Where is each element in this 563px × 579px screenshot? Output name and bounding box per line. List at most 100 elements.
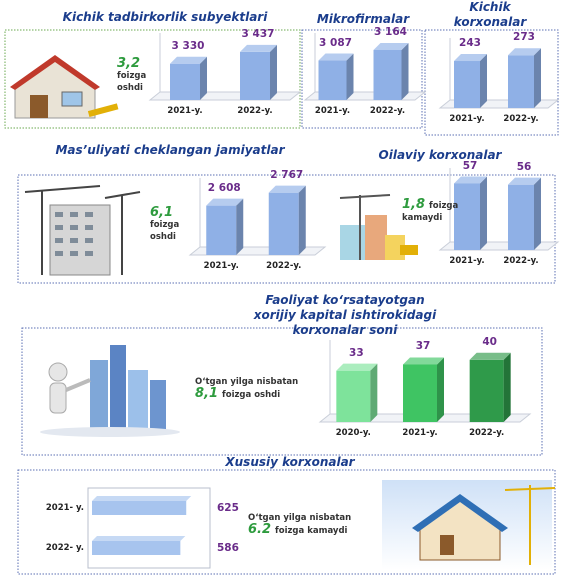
change-note: foizga kamaydi (275, 526, 348, 536)
value-label: 3 330 (171, 39, 205, 52)
value-label: 3 087 (319, 36, 352, 49)
blueprint-illustration (382, 480, 556, 570)
bar (268, 185, 306, 255)
change-note: foizga oshdi (222, 390, 281, 400)
category-label: 2022-y. (237, 106, 273, 116)
value-label: 2 608 (207, 181, 241, 194)
chart-title: Kichik tadbirkorlik subyektlari (62, 10, 268, 24)
value-label: 586 (217, 542, 239, 554)
category-label: 2022-y. (266, 261, 302, 271)
bar (336, 363, 378, 422)
bar-top (454, 54, 487, 62)
bar-front (318, 60, 347, 100)
panel-frame (424, 29, 559, 136)
bar-top (268, 185, 306, 193)
bar-front (508, 55, 534, 108)
value-label: 2 767 (270, 168, 304, 181)
panel-frame (17, 469, 556, 575)
change-note: foizga oshdi (150, 220, 180, 242)
category-label: 2021-y. (203, 261, 239, 271)
bar-top (92, 496, 192, 501)
value-label: 33 (349, 346, 364, 359)
bar-side (346, 53, 354, 100)
bar (454, 176, 487, 250)
annotation-lead: O‘tgan yilga nisbatan (248, 513, 352, 523)
change-value: 6.2 (248, 522, 272, 537)
value-label: 57 (462, 159, 478, 172)
bar-front (336, 370, 371, 422)
value-label: 3 164 (374, 25, 407, 38)
bar-top (454, 176, 487, 184)
panel-frame (4, 29, 301, 129)
category-label: 2021-y. (402, 428, 438, 438)
panel-frame (301, 29, 423, 129)
bar (508, 48, 541, 108)
bar-front (206, 205, 237, 255)
chart-title: Mas’uliyati cheklangan jamiyatlar (55, 143, 285, 157)
category-label: 2021-y. (449, 256, 485, 266)
bar (170, 56, 207, 100)
bar-front (268, 192, 299, 255)
annotation: O‘tgan yilga nisbatan 8,1 foizga oshdi (195, 376, 315, 401)
bar (469, 352, 511, 422)
bar-front (170, 63, 200, 100)
bar-front (240, 51, 270, 100)
bar (508, 177, 541, 250)
chart-frame (87, 487, 211, 569)
bar-side (480, 176, 487, 250)
value-label: 625 (217, 502, 239, 514)
family-illustration (339, 194, 418, 260)
bar-front (92, 501, 187, 515)
bar-front (403, 364, 437, 422)
value-label: 37 (415, 340, 431, 353)
change-note: foizga oshdi (117, 71, 147, 93)
category-label: 2022- y. (45, 543, 84, 553)
bar-top (403, 357, 444, 365)
bar-front (454, 61, 480, 108)
city-illustration (40, 345, 180, 437)
bar-front (454, 183, 480, 250)
bar-top (318, 53, 354, 61)
category-label: 2021- y. (45, 503, 84, 513)
change-note: foizga kamaydi (402, 201, 459, 223)
bar (92, 496, 192, 515)
bar-top (336, 363, 378, 371)
chart-title: Xususiy korxonalar (225, 455, 355, 469)
bar (373, 42, 409, 100)
bar-top (508, 177, 541, 185)
category-label: 2020-y. (335, 428, 371, 438)
annotation: 1,8 foizga kamaydi (402, 197, 462, 224)
bar-front (469, 359, 504, 422)
bar (403, 357, 444, 422)
panel-frame (21, 327, 543, 456)
bar-side (270, 44, 277, 100)
bar-top (206, 198, 244, 206)
bar-top (240, 44, 277, 52)
bar-side (401, 42, 409, 100)
value-label: 56 (516, 160, 532, 173)
bar-side (200, 56, 207, 100)
annotation-lead: O‘tgan yilga nisbatan (195, 377, 299, 387)
bar (240, 44, 277, 100)
category-label: 2021-y. (167, 106, 203, 116)
category-label: 2021-y. (314, 106, 351, 116)
value-label: 273 (513, 31, 535, 44)
change-value: 8,1 (195, 386, 219, 401)
change-value: 3,2 (117, 56, 141, 71)
value-label: 40 (482, 335, 497, 348)
bar-side (480, 54, 487, 108)
change-value: 6,1 (150, 205, 174, 220)
bar-top (373, 42, 409, 50)
change-value: 1,8 (402, 197, 426, 212)
panel-frame (17, 174, 556, 284)
annotation: O‘tgan yilga nisbatan 6.2 foizga kamaydi (248, 512, 368, 537)
bar-front (92, 541, 181, 555)
bar-side (298, 185, 306, 255)
bar-side (534, 177, 541, 250)
chart-title: Oilaviy korxonalar (378, 148, 502, 162)
bar-side (370, 363, 378, 422)
chart-title: Faoliyat ko‘rsatayotgan xorijiy kapital … (253, 293, 437, 337)
bar (318, 53, 354, 100)
bar-top (170, 56, 207, 64)
